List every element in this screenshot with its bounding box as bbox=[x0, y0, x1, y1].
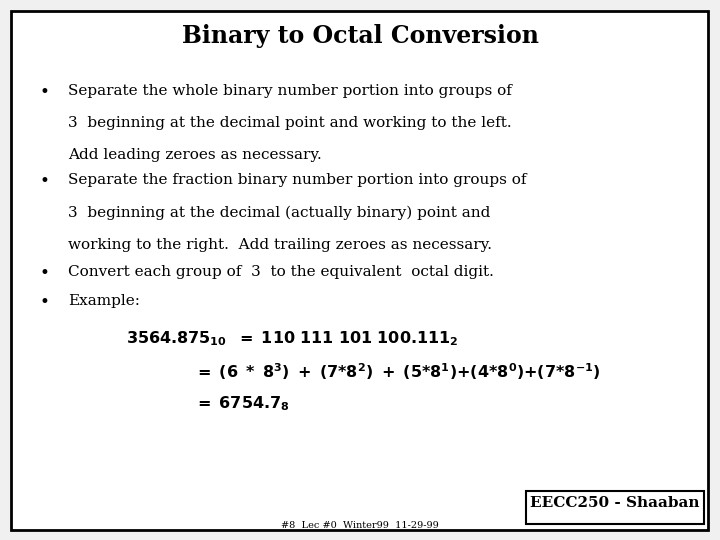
Text: Binary to Octal Conversion: Binary to Octal Conversion bbox=[181, 24, 539, 48]
Text: •: • bbox=[40, 84, 50, 100]
Text: $\mathbf{=\ 6754.7_8}$: $\mathbf{=\ 6754.7_8}$ bbox=[194, 394, 290, 413]
Text: •: • bbox=[40, 173, 50, 190]
Text: working to the right.  Add trailing zeroes as necessary.: working to the right. Add trailing zeroe… bbox=[68, 238, 492, 252]
Text: EECC250 - Shaaban: EECC250 - Shaaban bbox=[530, 496, 700, 510]
Text: Add leading zeroes as necessary.: Add leading zeroes as necessary. bbox=[68, 148, 322, 163]
Text: 3  beginning at the decimal (actually binary) point and: 3 beginning at the decimal (actually bin… bbox=[68, 205, 491, 220]
Text: #8  Lec #0  Winter99  11-29-99: #8 Lec #0 Winter99 11-29-99 bbox=[281, 521, 439, 530]
Text: Separate the fraction binary number portion into groups of: Separate the fraction binary number port… bbox=[68, 173, 527, 187]
Text: $\mathbf{=\ (6\ *\ 8^3)\ +\ (7{*}8^2)\ +\ (5{*}8^1){+}(4{*}8^0){+}(7{*}8^{-1})}$: $\mathbf{=\ (6\ *\ 8^3)\ +\ (7{*}8^2)\ +… bbox=[194, 362, 601, 382]
Text: •: • bbox=[40, 294, 50, 311]
Text: Separate the whole binary number portion into groups of: Separate the whole binary number portion… bbox=[68, 84, 512, 98]
Text: Example:: Example: bbox=[68, 294, 140, 308]
Text: $\mathbf{3564.875_{10}}$  $\mathbf{=\ 110\ 111\ 101\ 100.111_2}$: $\mathbf{3564.875_{10}}$ $\mathbf{=\ 110… bbox=[126, 329, 459, 348]
Text: •: • bbox=[40, 265, 50, 281]
Text: 3  beginning at the decimal point and working to the left.: 3 beginning at the decimal point and wor… bbox=[68, 116, 512, 130]
FancyBboxPatch shape bbox=[526, 491, 704, 524]
Text: Convert each group of  3  to the equivalent  octal digit.: Convert each group of 3 to the equivalen… bbox=[68, 265, 494, 279]
